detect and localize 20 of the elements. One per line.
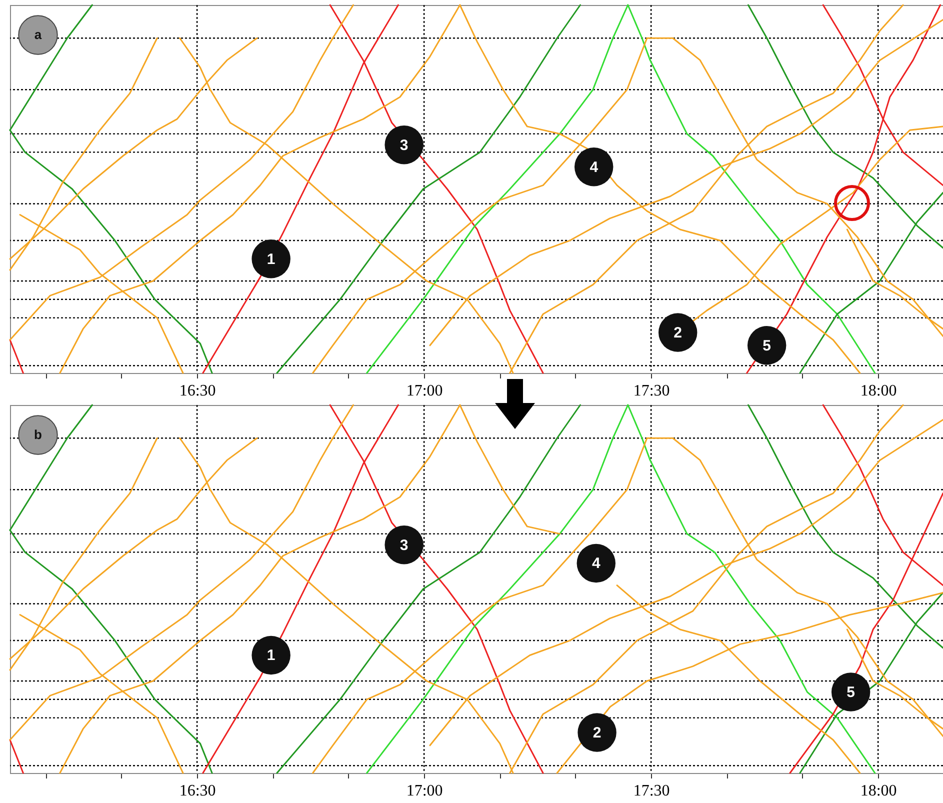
x-tick-label: 16:30 xyxy=(179,782,216,800)
x-tick-label: 17:30 xyxy=(633,782,670,800)
x-tick-label: 16:30 xyxy=(179,382,216,400)
annotation: 4 xyxy=(592,555,601,572)
annotation: 2 xyxy=(674,324,682,342)
x-tick-label: 17:00 xyxy=(406,382,443,400)
x-tick-label: 17:30 xyxy=(633,382,670,400)
annotation: 4 xyxy=(590,158,599,176)
annotation: 5 xyxy=(762,337,772,354)
annotation: a xyxy=(34,27,42,42)
annotation: 3 xyxy=(400,536,408,554)
x-tick-label: 18:00 xyxy=(860,782,897,800)
x-tick-label: 18:00 xyxy=(860,382,897,400)
annotation: 1 xyxy=(266,250,276,268)
annotation: 2 xyxy=(592,724,602,742)
x-tick-label: 17:00 xyxy=(406,782,443,800)
annotation: 3 xyxy=(400,136,408,154)
annotation: 5 xyxy=(846,684,856,702)
annotation: 1 xyxy=(266,647,276,664)
annotation: b xyxy=(34,427,42,442)
